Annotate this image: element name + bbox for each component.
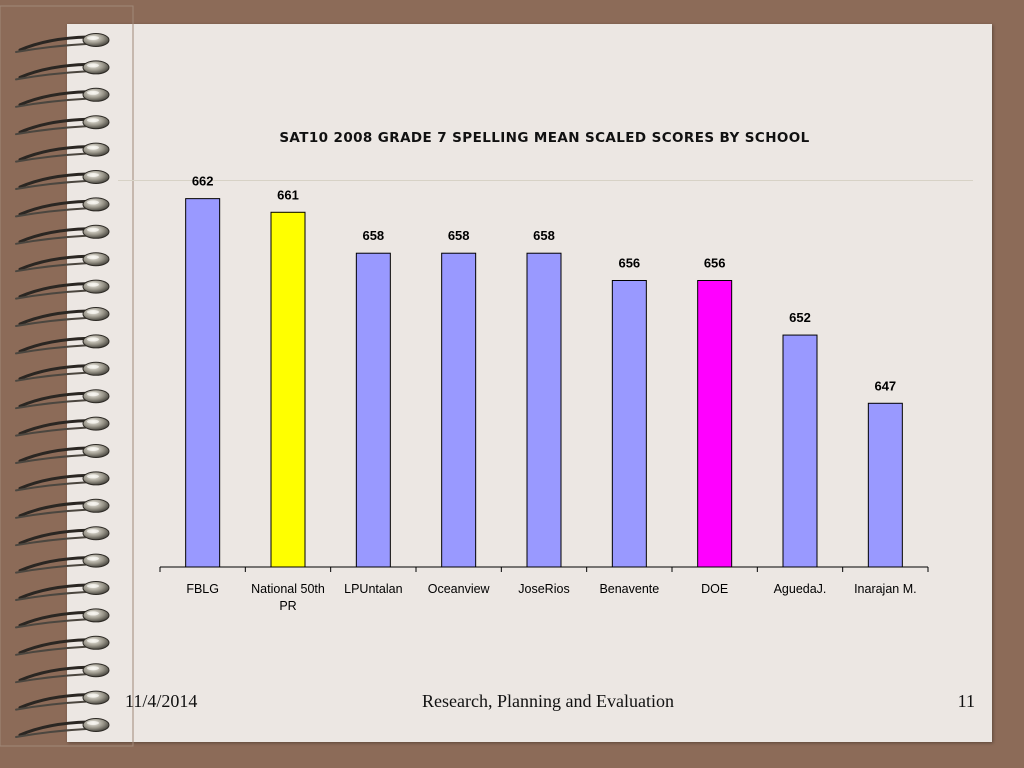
- bar: [441, 252, 477, 568]
- binding-ring: [15, 33, 110, 53]
- binding-ring: [15, 608, 110, 629]
- binding-ring: [15, 553, 110, 574]
- bar: [270, 211, 306, 568]
- x-tick-label: Inarajan M.: [854, 582, 917, 596]
- binding-ring: [15, 498, 110, 519]
- binding-ring: [15, 444, 110, 464]
- binding-ring: [15, 279, 110, 300]
- bar-value-label: 661: [277, 187, 299, 202]
- binding-ring: [15, 142, 110, 163]
- bar-value-label: 658: [362, 228, 384, 243]
- bar: [355, 252, 391, 568]
- x-tick-label: DOE: [701, 582, 728, 596]
- bar-value-label: 656: [618, 256, 640, 271]
- binding-ring: [15, 471, 110, 492]
- x-tick-label: PR: [279, 599, 296, 613]
- bar: [697, 280, 733, 568]
- binding-ring: [15, 663, 110, 684]
- binding-ring: [15, 307, 110, 327]
- bar-value-label: 662: [192, 174, 214, 189]
- bar: [526, 252, 562, 568]
- bar-value-label: 656: [704, 256, 726, 271]
- x-tick-label: LPUntalan: [344, 582, 402, 596]
- bar: [782, 334, 818, 568]
- footer-title: Research, Planning and Evaluation: [422, 691, 674, 711]
- binding-ring: [15, 252, 110, 273]
- binding-ring: [15, 416, 110, 437]
- page-number: 11: [957, 691, 975, 711]
- binding-ring: [15, 635, 110, 656]
- binding-ring: [15, 197, 110, 218]
- binding-ring: [15, 87, 110, 108]
- binding-ring: [15, 115, 110, 136]
- chart-title: SAT10 2008 GRADE 7 SPELLING MEAN SCALED …: [279, 130, 810, 146]
- binding-ring: [15, 526, 110, 547]
- binding-ring: [15, 224, 110, 245]
- binding-ring: [15, 690, 110, 711]
- bar: [867, 402, 903, 568]
- bar-value-label: 647: [874, 378, 896, 393]
- x-tick-label: JoseRios: [518, 582, 569, 596]
- binding-ring: [15, 581, 110, 601]
- binding-ring: [15, 170, 110, 190]
- spiral-binding: [0, 0, 134, 768]
- footer-date: 11/4/2014: [125, 691, 198, 711]
- bar-value-label: 658: [448, 228, 470, 243]
- x-tick-label: Benavente: [599, 582, 659, 596]
- bar-value-label: 652: [789, 310, 811, 325]
- binding-ring: [15, 334, 110, 355]
- x-tick-label: Oceanview: [428, 582, 491, 596]
- title-divider: [118, 180, 973, 181]
- bar: [611, 280, 647, 568]
- bar-value-label: 658: [533, 228, 555, 243]
- bar: [185, 198, 221, 568]
- binding-ring: [15, 60, 110, 81]
- binding-ring: [15, 389, 110, 410]
- x-tick-label: AguedaJ.: [774, 582, 827, 596]
- binding-ring: [15, 718, 110, 738]
- x-tick-label: National 50th: [251, 582, 325, 596]
- binding-ring: [15, 361, 110, 382]
- x-tick-label: FBLG: [186, 582, 219, 596]
